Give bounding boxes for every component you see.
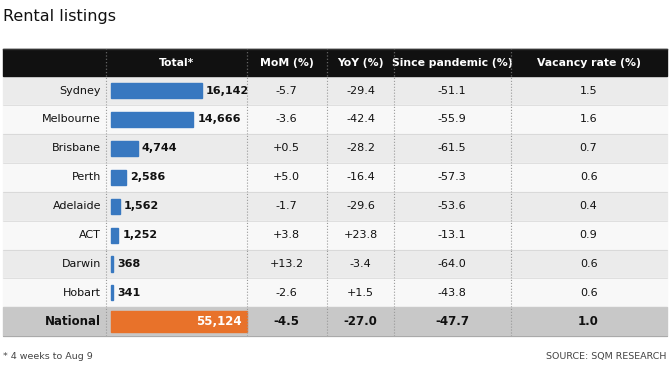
Bar xyxy=(3,163,667,192)
Text: Brisbane: Brisbane xyxy=(52,143,101,154)
Text: +0.5: +0.5 xyxy=(273,143,300,154)
Text: -2.6: -2.6 xyxy=(276,288,297,298)
Text: * 4 weeks to Aug 9: * 4 weeks to Aug 9 xyxy=(3,352,93,361)
Text: -16.4: -16.4 xyxy=(346,172,375,182)
Text: -29.6: -29.6 xyxy=(346,201,375,211)
Bar xyxy=(111,112,194,127)
Bar xyxy=(3,250,667,279)
Text: MoM (%): MoM (%) xyxy=(260,58,314,68)
Bar xyxy=(111,228,118,242)
Text: 4,744: 4,744 xyxy=(142,143,178,154)
Text: 0.4: 0.4 xyxy=(580,201,598,211)
Text: 16,142: 16,142 xyxy=(206,86,249,95)
Text: YoY (%): YoY (%) xyxy=(337,58,384,68)
Text: -47.7: -47.7 xyxy=(436,315,469,328)
Text: -55.9: -55.9 xyxy=(438,114,466,125)
Text: 0.9: 0.9 xyxy=(580,230,598,240)
Bar xyxy=(111,141,138,156)
Text: 1,562: 1,562 xyxy=(124,201,159,211)
Bar xyxy=(3,105,667,134)
Text: -3.6: -3.6 xyxy=(276,114,297,125)
Bar xyxy=(111,312,247,332)
Text: -4.5: -4.5 xyxy=(274,315,299,328)
Text: -53.6: -53.6 xyxy=(438,201,466,211)
Text: 1.5: 1.5 xyxy=(580,86,598,95)
Bar xyxy=(3,307,667,336)
Text: +23.8: +23.8 xyxy=(343,230,378,240)
Text: 2,586: 2,586 xyxy=(130,172,165,182)
Text: Rental listings: Rental listings xyxy=(3,10,117,24)
Text: 0.6: 0.6 xyxy=(580,172,598,182)
Bar xyxy=(3,49,667,76)
Bar xyxy=(3,76,667,105)
Text: -28.2: -28.2 xyxy=(346,143,375,154)
Text: -5.7: -5.7 xyxy=(276,86,297,95)
Text: -57.3: -57.3 xyxy=(438,172,466,182)
Bar xyxy=(3,134,667,163)
Text: +3.8: +3.8 xyxy=(273,230,300,240)
Text: Hobart: Hobart xyxy=(63,288,101,298)
Text: 341: 341 xyxy=(117,288,141,298)
Text: Melbourne: Melbourne xyxy=(42,114,101,125)
Bar xyxy=(3,192,667,221)
Text: Sydney: Sydney xyxy=(60,86,101,95)
Text: 1,252: 1,252 xyxy=(122,230,157,240)
Bar xyxy=(111,170,126,185)
Text: Perth: Perth xyxy=(72,172,101,182)
Text: +1.5: +1.5 xyxy=(347,288,374,298)
Text: -64.0: -64.0 xyxy=(438,259,466,269)
Text: -27.0: -27.0 xyxy=(344,315,377,328)
Text: Since pandemic (%): Since pandemic (%) xyxy=(392,58,513,68)
Text: 55,124: 55,124 xyxy=(196,315,241,328)
Text: -51.1: -51.1 xyxy=(438,86,466,95)
Text: Total*: Total* xyxy=(159,58,194,68)
Text: 0.7: 0.7 xyxy=(580,143,598,154)
Text: +13.2: +13.2 xyxy=(270,259,304,269)
Text: Darwin: Darwin xyxy=(62,259,101,269)
Bar xyxy=(3,279,667,307)
Text: -43.8: -43.8 xyxy=(438,288,467,298)
Text: ACT: ACT xyxy=(79,230,101,240)
Text: -1.7: -1.7 xyxy=(276,201,297,211)
Text: 14,666: 14,666 xyxy=(198,114,241,125)
Text: 1.0: 1.0 xyxy=(578,315,599,328)
Text: Adelaide: Adelaide xyxy=(53,201,101,211)
Text: 0.6: 0.6 xyxy=(580,259,598,269)
Text: Vacancy rate (%): Vacancy rate (%) xyxy=(537,58,641,68)
Text: -3.4: -3.4 xyxy=(350,259,371,269)
Text: National: National xyxy=(45,315,101,328)
Text: -13.1: -13.1 xyxy=(438,230,466,240)
Bar xyxy=(111,256,113,272)
Bar xyxy=(3,221,667,250)
Text: 1.6: 1.6 xyxy=(580,114,598,125)
Bar xyxy=(111,285,113,301)
Text: +5.0: +5.0 xyxy=(273,172,300,182)
Text: -42.4: -42.4 xyxy=(346,114,375,125)
Text: 0.6: 0.6 xyxy=(580,288,598,298)
Bar xyxy=(111,83,202,98)
Text: -61.5: -61.5 xyxy=(438,143,466,154)
Bar xyxy=(111,199,120,214)
Text: 368: 368 xyxy=(117,259,141,269)
Text: -29.4: -29.4 xyxy=(346,86,375,95)
Text: SOURCE: SQM RESEARCH: SOURCE: SQM RESEARCH xyxy=(546,352,667,361)
